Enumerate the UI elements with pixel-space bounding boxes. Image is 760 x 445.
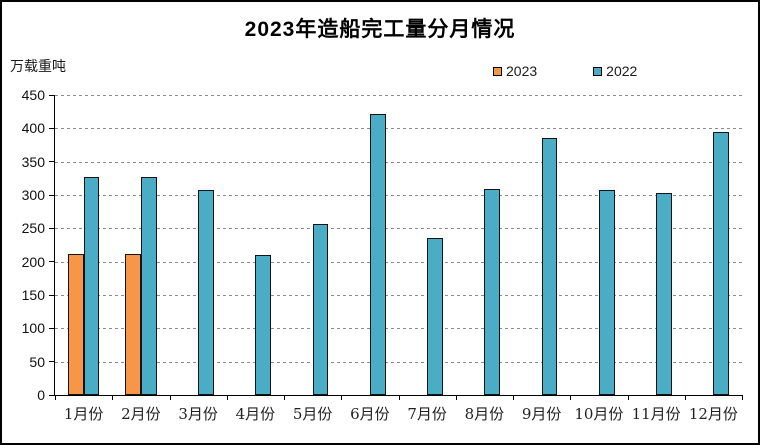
y-axis-tick — [49, 227, 54, 229]
x-tick-label-12月份: 12月份 — [688, 405, 738, 423]
y-axis-tick — [49, 194, 54, 196]
x-tick-label-8月份: 8月份 — [464, 405, 505, 423]
y-tick-label-0: 0 — [37, 387, 45, 403]
x-tick-label-11月份: 11月份 — [631, 405, 681, 423]
x-axis-tick — [570, 396, 572, 400]
y-tick-label-300: 300 — [21, 187, 45, 203]
y-axis-tick — [49, 394, 54, 396]
y-axis-tick — [49, 294, 54, 296]
x-axis-tick — [684, 396, 686, 400]
y-axis-tick — [49, 161, 54, 163]
bar-2022-9月份 — [541, 138, 558, 395]
legend-swatch-2023 — [493, 66, 502, 76]
x-tick-label-4月份: 4月份 — [235, 405, 276, 423]
x-tick-label-6月份: 6月份 — [350, 405, 390, 423]
bar-2022-11月份 — [656, 193, 672, 395]
x-tick-label-9月份: 9月份 — [521, 405, 562, 423]
legend: 2023 2022 — [493, 63, 637, 79]
legend-swatch-2022 — [593, 66, 603, 76]
y-axis-tick — [49, 127, 54, 129]
y-axis-line — [53, 95, 55, 396]
x-tick-label-2月份: 2月份 — [121, 405, 161, 423]
y-axis-tick — [49, 361, 54, 363]
legend-item-2023: 2023 — [493, 63, 537, 79]
x-tick-label-1月份: 1月份 — [63, 405, 104, 423]
bar-2022-4月份 — [255, 255, 272, 395]
legend-label: 2022 — [606, 63, 638, 79]
bar-2022-5月份 — [312, 224, 329, 395]
bar-2023-1月份 — [67, 254, 84, 395]
y-tick-label-250: 250 — [21, 220, 45, 237]
gridline-150 — [55, 295, 742, 296]
gridline-250 — [55, 228, 742, 230]
x-axis-tick — [513, 396, 514, 400]
x-tick-label-3月份: 3月份 — [178, 405, 218, 423]
y-tick-label-50: 50 — [29, 353, 45, 370]
y-axis-unit-label: 万载重吨 — [10, 58, 66, 74]
plot-area — [55, 95, 742, 395]
bar-2022-3月份 — [198, 189, 214, 395]
x-axis-line — [53, 394, 743, 397]
y-axis-tick — [49, 327, 54, 329]
bar-2022-8月份 — [484, 189, 501, 395]
gridline-400 — [55, 128, 742, 130]
chart-title: 2023年造船完工量分月情况 — [244, 18, 516, 41]
x-axis-tick — [55, 396, 56, 400]
x-axis-tick — [112, 396, 114, 400]
gridline-450 — [55, 95, 742, 96]
y-tick-label-350: 350 — [21, 153, 45, 170]
gridline-100 — [55, 328, 742, 330]
x-axis-tick — [284, 396, 285, 400]
gridline-200 — [55, 261, 742, 263]
y-tick-label-400: 400 — [21, 120, 45, 137]
legend-label: 2023 — [506, 63, 538, 79]
x-axis-tick — [169, 396, 171, 400]
bar-2022-2月份 — [140, 177, 157, 395]
y-axis-tick — [49, 94, 54, 96]
x-tick-label-5月份: 5月份 — [292, 405, 333, 423]
y-tick-label-100: 100 — [21, 320, 45, 337]
x-tick-label-7月份: 7月份 — [407, 405, 447, 423]
x-axis-tick — [226, 396, 228, 400]
x-axis-tick — [742, 396, 743, 400]
y-tick-label-450: 450 — [21, 87, 45, 103]
gridline-300 — [55, 195, 742, 196]
x-axis-tick — [341, 396, 343, 400]
bar-2022-10月份 — [598, 190, 615, 395]
bar-2022-6月份 — [369, 114, 386, 395]
bar-2023-2月份 — [125, 254, 141, 395]
gridline-350 — [55, 161, 742, 163]
y-tick-label-200: 200 — [21, 253, 45, 270]
bar-2022-12月份 — [713, 131, 730, 395]
bar-2022-1月份 — [83, 177, 100, 395]
x-axis-tick — [398, 396, 400, 400]
x-tick-label-10月份: 10月份 — [574, 405, 624, 423]
x-axis-tick — [455, 396, 457, 400]
bar-2022-7月份 — [427, 238, 443, 395]
legend-item-2022: 2022 — [593, 63, 637, 79]
y-axis-tick — [49, 261, 54, 263]
x-axis-tick — [627, 396, 629, 400]
gridline-50 — [55, 361, 742, 363]
y-tick-label-150: 150 — [21, 287, 45, 303]
